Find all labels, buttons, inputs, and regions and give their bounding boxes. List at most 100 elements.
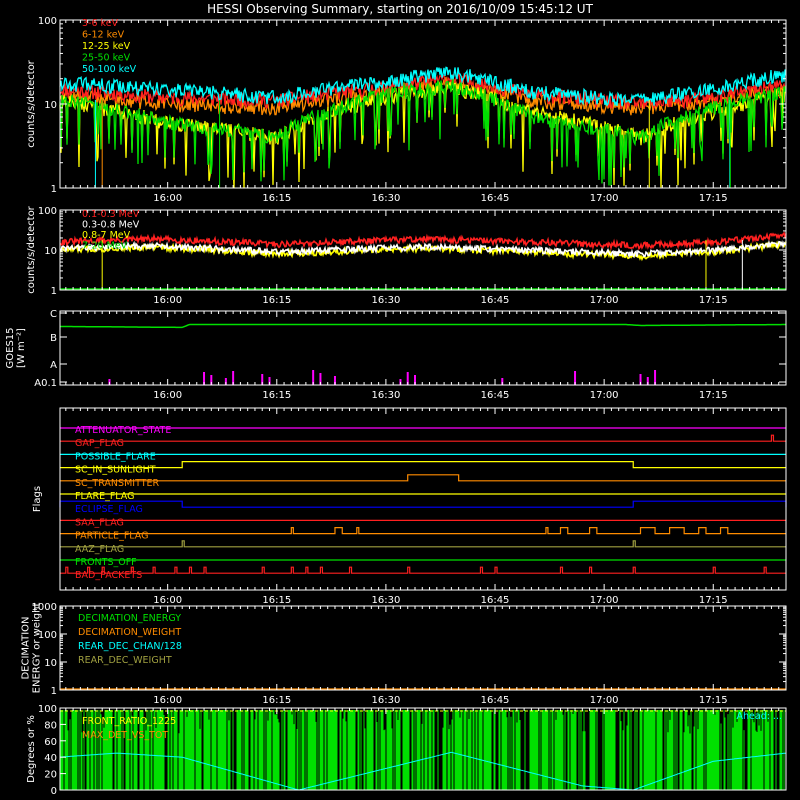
- x-tick-label: 16:00: [153, 295, 182, 306]
- panel-frame-flags: [59, 407, 787, 591]
- x-tick-label: 16:15: [262, 295, 291, 306]
- x-tick-label: 16:45: [481, 695, 510, 706]
- x-tick-label: 17:00: [590, 695, 619, 706]
- x-tick-label: 16:15: [262, 193, 291, 204]
- series-line-green: [59, 78, 787, 186]
- x-tick-label: 17:15: [699, 295, 728, 306]
- x-tick-label: 17:15: [699, 695, 728, 706]
- y-tick-label: 100: [38, 704, 57, 715]
- y-tick-label: 100: [38, 630, 57, 641]
- goes-spike: [312, 370, 315, 385]
- goes-spike: [413, 375, 416, 385]
- series-line-white: [59, 239, 787, 259]
- x-tick-label: 16:45: [481, 595, 510, 606]
- legend-entry: 50-100 keV: [82, 64, 137, 75]
- x-tick-label: 17:00: [590, 295, 619, 306]
- goes-spike: [406, 372, 409, 385]
- flag-line-red: [60, 434, 786, 442]
- y-tick-label: C: [50, 309, 57, 320]
- legend-entry: 7-20 MeV: [82, 241, 128, 252]
- y-axis-label: Degrees or %: [26, 715, 37, 783]
- y-axis-label: DECIMATION: [21, 616, 32, 679]
- legend-entry: REAR_DEC_CHAN/128: [78, 641, 182, 652]
- x-tick-label: 16:30: [371, 390, 400, 401]
- y-axis-label: counts/s/detector: [26, 59, 37, 147]
- goes-spike: [319, 373, 322, 385]
- series-line-red: [59, 231, 787, 251]
- y-tick-label: 100: [38, 16, 57, 27]
- legend-entry: 25-50 keV: [82, 53, 131, 64]
- x-tick-label: 17:15: [699, 390, 728, 401]
- legend-entry: DECIMATION_ENERGY: [78, 613, 181, 624]
- y-tick-label: 60: [44, 737, 57, 748]
- x-tick-label: 17:00: [590, 390, 619, 401]
- legend-entry: DECIMATION_WEIGHT: [78, 627, 181, 638]
- y-tick-label: 80: [44, 720, 57, 731]
- legend-entry: 0.8-7 MeV: [82, 230, 131, 241]
- flag-line-red: [60, 566, 786, 574]
- x-tick-label: 16:15: [262, 595, 291, 606]
- goes-spike: [333, 376, 336, 385]
- x-tick-label: 16:15: [262, 390, 291, 401]
- goes-spike: [261, 374, 264, 385]
- y-tick-label: 1000: [32, 602, 57, 613]
- goes-spike: [574, 371, 577, 385]
- panel-frame-decimation: [59, 605, 787, 691]
- x-tick-label: 17:15: [699, 595, 728, 606]
- flag-label: POSSIBLE_FLARE: [75, 451, 156, 462]
- x-tick-label: 17:00: [590, 193, 619, 204]
- flag-label: ATTENUATOR_STATE: [75, 425, 171, 436]
- x-tick-label: 16:15: [262, 695, 291, 706]
- flag-label: SC_TRANSMITTER: [75, 478, 160, 489]
- y-axis-label: [W m⁻²]: [16, 328, 27, 368]
- goes-spike: [639, 374, 642, 385]
- y-axis-label: ENERGY or weight: [32, 603, 43, 694]
- x-tick-label: 16:45: [481, 295, 510, 306]
- x-tick-label: 16:00: [153, 595, 182, 606]
- flag-label: PARTICLE_FLAG: [75, 531, 148, 542]
- goes-spike: [232, 371, 235, 385]
- y-tick-label: 0: [51, 786, 57, 797]
- panel-frame-pointing: [59, 707, 787, 791]
- x-tick-label: 16:30: [371, 595, 400, 606]
- plot-title: HESSI Observing Summary, starting on 201…: [207, 2, 593, 16]
- flag-label: BAD_PACKETS: [75, 570, 142, 581]
- y-axis-label: Flags: [32, 486, 43, 512]
- y-tick-label: B: [50, 333, 57, 344]
- series-line-red: [59, 72, 787, 110]
- legend-entry: 12-25 keV: [82, 41, 131, 52]
- traces-layer: [59, 66, 787, 791]
- flag-label: FRONTS_OFF: [75, 557, 137, 568]
- legend-entry: 0.3-0.8 MeV: [82, 220, 140, 231]
- goes-spike: [268, 377, 271, 385]
- flag-line-orange: [60, 474, 786, 482]
- goes-flux-line: [60, 323, 786, 329]
- legend-entry: 0.1-0.3 MeV: [82, 209, 140, 220]
- axes-layer: [59, 19, 787, 791]
- goes-spike: [203, 372, 206, 385]
- flag-line-orange: [60, 527, 786, 535]
- goes-spike: [501, 378, 504, 385]
- flag-line-olive: [60, 540, 786, 548]
- y-tick-label: 10: [44, 658, 57, 669]
- flag-line-yellow: [60, 461, 786, 469]
- goes-spike: [654, 370, 657, 385]
- y-axis-label: counts/s/detector: [26, 205, 37, 293]
- flag-label: GAP_FLAG: [75, 438, 124, 449]
- series-line-cyan: [59, 66, 787, 107]
- x-tick-label: 16:00: [153, 695, 182, 706]
- legend-entry: REAR_DEC_WEIGHT: [78, 655, 172, 666]
- y-axis-label: GOES15: [5, 327, 16, 368]
- x-tick-label: 16:30: [371, 295, 400, 306]
- y-tick-label: 20: [44, 770, 57, 781]
- attitude-line: [59, 751, 787, 791]
- pointing-note: Ahead: ...: [737, 711, 783, 722]
- panel-frame-goes: [59, 310, 787, 386]
- x-tick-label: 16:45: [481, 193, 510, 204]
- goes-spike: [646, 377, 649, 385]
- y-tick-label: 1: [51, 686, 57, 697]
- goes-spike: [210, 375, 213, 385]
- x-tick-label: 16:30: [371, 193, 400, 204]
- y-tick-label: 100: [38, 206, 57, 217]
